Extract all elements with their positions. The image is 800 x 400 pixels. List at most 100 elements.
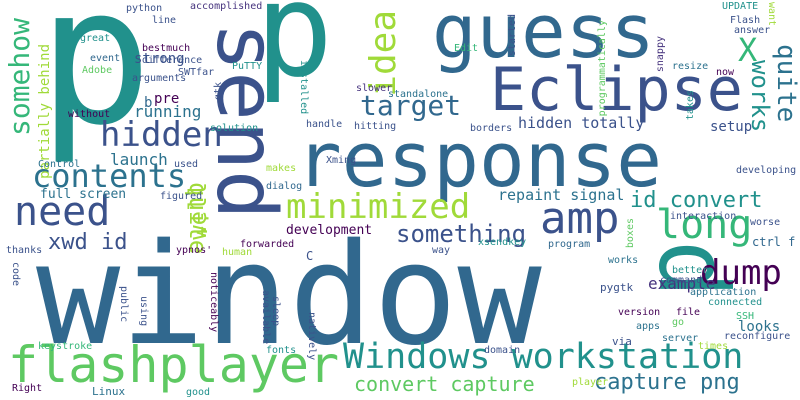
word-contents: contents xyxy=(32,157,187,195)
word-ssh: SSH xyxy=(736,311,755,322)
word-swtfar: SWTfar xyxy=(178,67,215,78)
word-hidden-totally: hidden totally xyxy=(518,114,645,132)
word-slower: slower xyxy=(356,83,393,94)
word-standalone: standalone xyxy=(388,89,449,100)
word-way: way xyxy=(432,245,451,256)
word-python: python xyxy=(126,3,163,14)
word-convert-capture: convert capture xyxy=(354,372,535,396)
word-window: window xyxy=(36,214,542,377)
word-public: public xyxy=(118,286,129,323)
word-target: target xyxy=(360,89,462,122)
word-update: UPDATE xyxy=(722,1,759,12)
word-sleep: sleep xyxy=(270,296,281,327)
word-server: server xyxy=(662,333,699,344)
word-player: player xyxy=(572,377,609,388)
word-natively: natively xyxy=(306,312,317,361)
word-gtk: gtk xyxy=(213,82,224,101)
word-need: need xyxy=(14,189,111,235)
word-xming: Xming xyxy=(326,155,357,166)
word-snappy: snappy xyxy=(655,36,666,73)
word-accomplished: accomplished xyxy=(190,1,263,12)
word-development: development xyxy=(286,223,373,238)
word-makes: makes xyxy=(266,163,297,174)
word-takes: takes xyxy=(685,90,696,121)
word-thanks: thanks xyxy=(6,245,43,256)
word-edit: Edit xyxy=(454,43,479,54)
word-pygtk: pygtk xyxy=(600,281,634,294)
word-repaint-signal: repaint signal xyxy=(498,186,625,204)
word-full-screen: full screen xyxy=(40,187,127,202)
word-figured: figured xyxy=(160,191,203,202)
word-better: better xyxy=(672,265,709,276)
word-solution: solution xyxy=(210,123,259,134)
word-running: running xyxy=(134,102,202,121)
word-xsendkey: xsendkey xyxy=(478,237,527,248)
word-noticeably: noticeably xyxy=(208,272,219,333)
word-right: Right xyxy=(12,383,43,394)
word-handle: handle xyxy=(306,119,343,130)
word-dialog: dialog xyxy=(266,181,303,192)
word-something: something xyxy=(396,220,527,248)
word-windows-workstation: Windows workstation xyxy=(343,337,744,377)
word-used: used xyxy=(174,159,199,170)
word-reconfigure: reconfigure xyxy=(724,331,791,342)
word-answer: answer xyxy=(734,25,771,36)
word-application: application xyxy=(690,287,757,298)
word-line: line xyxy=(152,15,177,26)
word-xwd-id: xwd id xyxy=(48,230,128,255)
word-resize: resize xyxy=(672,61,709,72)
word-developing: developing xyxy=(736,165,797,176)
word-times: times xyxy=(698,341,729,352)
word-setup: setup xyxy=(710,119,753,135)
word-adobe: Adobe xyxy=(82,65,113,76)
word-want: want xyxy=(766,2,777,27)
word-long: long xyxy=(656,202,753,248)
word-domain: domain xyxy=(484,345,521,356)
word-putty: PuTTY xyxy=(232,61,263,72)
word-interaction: interaction xyxy=(670,211,737,222)
word-launch: launch xyxy=(110,150,168,169)
word-hitting: hitting xyxy=(354,121,397,132)
word-bestmuch: bestmuch xyxy=(142,43,191,54)
word-forwarded: forwarded xyxy=(240,239,295,250)
word-strong: strong xyxy=(134,51,185,67)
word-available: available xyxy=(260,290,271,345)
word-via: via xyxy=(612,335,632,348)
word-go: go xyxy=(672,317,685,328)
word-human: human xyxy=(222,247,253,258)
word-ctrl-f: ctrl f xyxy=(752,235,796,249)
word-file: file xyxy=(676,307,701,318)
word-started: started xyxy=(507,14,518,57)
word-keystroke: keystroke xyxy=(38,341,93,352)
word-now: now xyxy=(716,67,735,78)
word-amp: amp xyxy=(540,193,620,244)
word-example: example xyxy=(648,274,716,293)
word-apps: apps xyxy=(636,321,661,332)
word-version: version xyxy=(618,307,661,318)
word-pre: pre xyxy=(154,91,180,107)
word-p-large: p xyxy=(38,0,153,167)
word-dump: dump xyxy=(700,253,782,293)
word-flashplayer: flashplayer xyxy=(8,336,340,394)
word-code: code xyxy=(10,262,21,287)
word-hidden: hidden xyxy=(100,115,223,155)
word-without: without xyxy=(68,109,111,120)
word-c: C xyxy=(306,249,314,263)
word-p-top: p xyxy=(255,0,334,106)
word-ypnos: ypnos' xyxy=(176,245,213,256)
word-capture-png: capture png xyxy=(594,370,740,395)
word-response: response xyxy=(296,115,663,204)
word-good: good xyxy=(186,387,211,398)
word-worse: worse xyxy=(750,217,781,228)
word-arguments: arguments xyxy=(132,73,187,84)
word-fonts: fonts xyxy=(266,345,297,356)
word-command: command xyxy=(660,275,703,286)
word-difference: difference xyxy=(142,55,203,66)
word-works-small: works xyxy=(608,255,639,266)
word-guess: guess xyxy=(432,0,655,75)
word-minimized: minimized xyxy=(286,187,471,227)
word-quite-vertical: quite xyxy=(771,44,800,123)
word-connected: connected xyxy=(708,297,763,308)
word-somehow: somehow xyxy=(3,18,36,137)
